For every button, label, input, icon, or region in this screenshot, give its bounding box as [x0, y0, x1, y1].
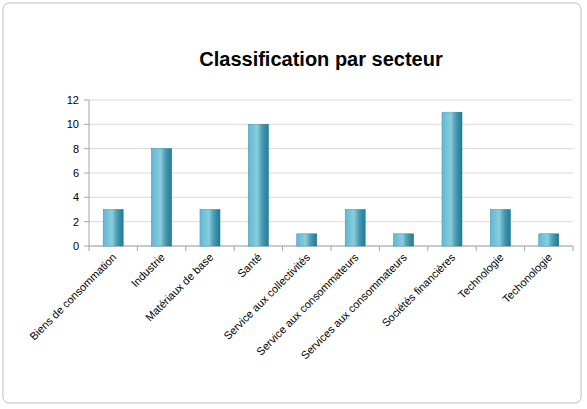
bar-shading	[442, 112, 462, 246]
bar-shading	[345, 210, 365, 247]
x-tick	[379, 246, 380, 251]
chart-frame	[3, 3, 581, 403]
y-tick	[84, 148, 89, 149]
y-tick	[84, 124, 89, 125]
bar-shading	[394, 234, 414, 246]
x-tick	[573, 246, 574, 251]
x-tick	[524, 246, 525, 251]
bar	[200, 210, 220, 247]
x-tick	[282, 246, 283, 251]
bar	[394, 234, 414, 246]
bar	[297, 234, 317, 246]
bar-shading	[200, 210, 220, 247]
x-tick	[137, 246, 138, 251]
bar-shading	[297, 234, 317, 246]
bar	[248, 124, 268, 246]
chart-container: Classification par secteur 0 2 4 6 8 10 12 Biens…	[0, 0, 587, 409]
x-tick-label: Techonologie	[500, 251, 554, 305]
bar-shading	[248, 124, 268, 246]
bar	[442, 112, 462, 246]
y-tick-label: 2	[73, 216, 79, 228]
bar	[152, 149, 172, 246]
y-tick-label: 0	[73, 240, 79, 252]
y-tick-label: 8	[73, 143, 79, 155]
y-tick-label: 4	[73, 191, 79, 203]
y-tick-label: 6	[73, 167, 79, 179]
y-tick	[84, 100, 89, 101]
x-tick	[89, 246, 90, 251]
y-axis	[89, 100, 90, 246]
bar-shading	[490, 210, 510, 247]
y-tick	[84, 246, 89, 247]
x-tick-label: Technologie	[456, 251, 506, 301]
x-tick-label: Matériaux de base	[143, 251, 215, 323]
bar-shading	[152, 149, 172, 246]
bar-shading	[103, 210, 123, 247]
x-tick	[185, 246, 186, 251]
bar	[345, 210, 365, 247]
x-tick-label: Sociétés financières	[379, 251, 457, 329]
x-tick	[234, 246, 235, 251]
bar-shading	[539, 234, 559, 246]
y-tick	[84, 173, 89, 174]
x-tick-label: Santé	[235, 251, 264, 280]
grid-line	[89, 124, 573, 125]
bar	[103, 210, 123, 247]
chart-title: Classification par secteur	[199, 48, 443, 70]
bars	[103, 112, 559, 246]
bar	[539, 234, 559, 246]
x-tick-label: Service aux consommateurs	[254, 251, 361, 358]
x-tick-label: Industrie	[129, 251, 167, 289]
chart-svg: Classification par secteur 0 2 4 6 8 10 12 Biens…	[0, 0, 587, 409]
y-tick	[84, 221, 89, 222]
bar	[490, 210, 510, 247]
y-tick-label: 10	[67, 118, 79, 130]
y-tick	[84, 197, 89, 198]
x-tick	[476, 246, 477, 251]
grid-line	[89, 100, 573, 101]
x-tick-label: Service aux collectivités	[221, 251, 312, 342]
x-tick	[331, 246, 332, 251]
y-tick-label: 12	[67, 94, 79, 106]
x-tick	[427, 246, 428, 251]
x-tick-label: Biens de consommation	[27, 251, 119, 343]
